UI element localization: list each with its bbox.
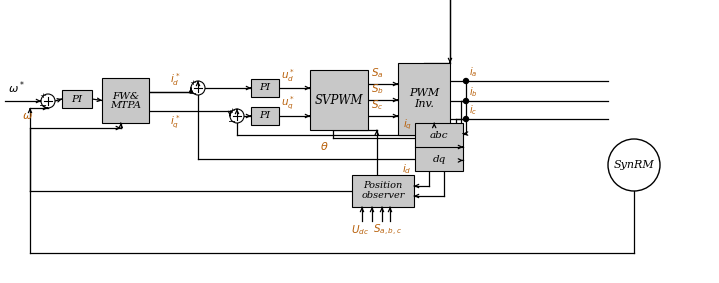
Circle shape (230, 109, 244, 123)
Text: Inv.: Inv. (414, 99, 434, 109)
Text: +: + (40, 92, 47, 100)
Text: −: − (189, 89, 197, 98)
Text: $\omega^*$: $\omega^*$ (8, 80, 25, 96)
Bar (102, 78, 149, 123)
Text: $i_c$: $i_c$ (469, 103, 477, 117)
Text: $i_a$: $i_a$ (469, 65, 477, 79)
Text: $u_q^*$: $u_q^*$ (281, 95, 295, 112)
Circle shape (41, 94, 55, 108)
Text: PI: PI (71, 95, 83, 104)
Text: $i_d$: $i_d$ (403, 162, 412, 176)
Text: $S_c$: $S_c$ (371, 98, 383, 112)
Text: +: + (229, 107, 236, 115)
Text: SynRM: SynRM (613, 160, 654, 170)
Text: SVPWM: SVPWM (315, 93, 363, 106)
Text: MTPA: MTPA (110, 101, 141, 110)
Text: dq: dq (432, 155, 446, 164)
Text: −: − (228, 117, 236, 127)
Bar (251, 79, 279, 97)
Bar (398, 63, 450, 135)
Bar (251, 107, 279, 125)
Bar (415, 123, 463, 171)
Text: PI: PI (260, 112, 270, 121)
Text: $i_q$: $i_q$ (403, 118, 412, 132)
Text: $\theta$: $\theta$ (320, 140, 328, 152)
Text: $i_q^*$: $i_q^*$ (170, 114, 180, 131)
Bar (310, 70, 368, 130)
Text: $S_b$: $S_b$ (371, 82, 384, 96)
Text: abc: abc (430, 130, 448, 140)
Text: PI: PI (260, 83, 270, 93)
Text: PWM: PWM (409, 88, 439, 98)
Circle shape (464, 78, 469, 83)
Circle shape (464, 98, 469, 104)
Text: $u_d^*$: $u_d^*$ (281, 67, 295, 84)
Bar (352, 175, 414, 207)
Text: +: + (190, 79, 196, 87)
Text: $\omega$: $\omega$ (22, 111, 33, 121)
Text: observer: observer (362, 190, 405, 200)
Bar (62, 90, 92, 108)
Text: FW&: FW& (112, 92, 139, 101)
Text: $S_{a,b,c}$: $S_{a,b,c}$ (372, 223, 401, 238)
Circle shape (608, 139, 660, 191)
Text: $i_d^*$: $i_d^*$ (170, 71, 180, 88)
Text: Position: Position (363, 181, 403, 190)
Text: $i_b$: $i_b$ (469, 85, 477, 99)
Circle shape (464, 117, 469, 121)
Text: $S_a$: $S_a$ (371, 66, 383, 80)
Text: −: − (39, 102, 47, 110)
Text: $U_{dc}$: $U_{dc}$ (351, 223, 369, 237)
Circle shape (191, 81, 205, 95)
